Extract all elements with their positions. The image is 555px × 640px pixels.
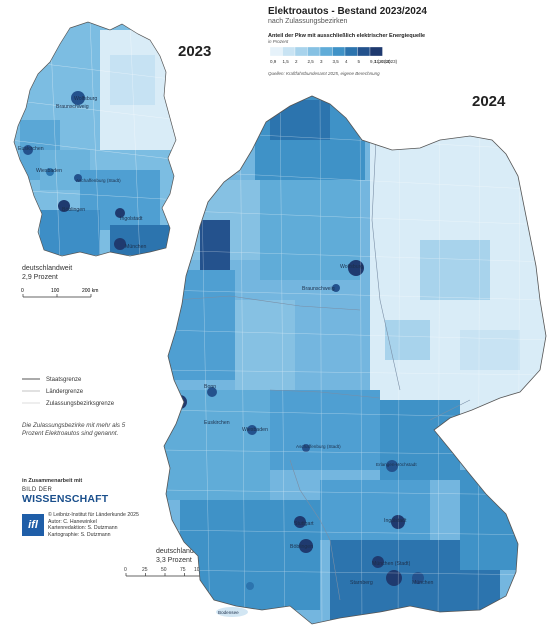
city-2024-wolfsburg: Wolfsburg (340, 264, 363, 270)
city-2024-starnberg: Starnberg (350, 580, 373, 586)
legend-tick: 9,1 (2024) (370, 59, 391, 64)
scalebar-2024-tick: 50 (161, 567, 167, 573)
scalebar-2023-tick: 0 (21, 288, 24, 294)
city-2023-wolfsburg: Wolfsburg (74, 96, 97, 102)
color-legend: 0,9 1,5 2 2,5 3 3,5 4 5 9,1 (2024)11,4 (2023) (269, 47, 398, 64)
credit-line: Kartenredaktion: S. Dutzmann (48, 525, 118, 532)
legend-tick: 2 (295, 59, 298, 64)
legend-laendergrenze: Ländergrenze (46, 389, 84, 395)
city-2024-euskirchen: Euskirchen (204, 420, 230, 426)
city-2023-aschaffenburg: Aschaffenburg (Stadt) (76, 178, 121, 183)
legend-unit: in Prozent (268, 39, 289, 44)
bdw-logo-top: BILD DER (22, 487, 53, 493)
legend-tick: 3 (320, 59, 323, 64)
city-2024-erlangen: Erlangen-Höchstadt (376, 462, 417, 467)
city-2023-euskirchen: Euskirchen (18, 146, 44, 152)
credits: © Leibniz-Institut für Länderkunde 2025 … (48, 512, 139, 538)
legend-zulassungsbezirksgrenze: Zulassungsbezirksgrenze (46, 401, 115, 407)
note-text: Die Zulassungsbezirke mit mehr als 5 Pro… (22, 422, 126, 437)
city-2023-boeblingen: Böblingen (62, 207, 85, 213)
legend-tick: 4 (345, 59, 348, 64)
city-2024-braunschweig: Braunschweig (302, 286, 335, 292)
credit-line: Kartographie: S. Dutzmann (48, 531, 111, 538)
lake-bodensee (216, 607, 248, 617)
city-2024-muenchen: München (412, 580, 433, 586)
credit-line: Autor: C. Hanewinkel (48, 518, 97, 525)
city-2023-braunschweig: Braunschweig (56, 104, 89, 110)
scalebar-2023: 0 100 200 km (21, 288, 98, 298)
map-title: Elektroautos - Bestand 2023/2024 (268, 6, 427, 17)
map-subtitle: nach Zulassungsbezirken (268, 18, 348, 25)
city-2024-boeblingen: Böblingen (290, 544, 313, 550)
city-2023-ingolstadt: Ingolstadt (120, 216, 143, 222)
legend-tick: 2,5 (308, 59, 315, 64)
legend-swatch (369, 47, 383, 57)
city-2024-wiesbaden: Wiesbaden (242, 427, 268, 433)
legend-title: Anteil der Pkw mit ausschließlich elektr… (268, 33, 426, 39)
scalebar-2024-tick: 0 (124, 567, 127, 573)
city-2024-muenchen-stadt: München (Stadt) (372, 561, 411, 567)
year-label-2023: 2023 (178, 43, 212, 60)
legend-tick: 3,5 (333, 59, 340, 64)
scalebar-2023-tick: 200 km (82, 288, 98, 294)
city-2024-bonn: Bonn (204, 384, 216, 390)
collab-heading: in Zusammenarbeit mit (22, 478, 83, 484)
city-2024-stuttgart: Stuttgart (294, 521, 314, 527)
national-2024-value: 3,3 Prozent (156, 557, 192, 564)
scalebar-2023-tick: 100 (51, 288, 60, 294)
city-2024-ingolstadt: Ingolstadt (384, 518, 407, 524)
national-2024-label: deutschlandweit (156, 548, 207, 555)
city-2023-wiesbaden: Wiesbaden (36, 168, 62, 174)
legend-tick: 0,9 (270, 59, 277, 64)
scalebar-2024-tick: 25 (142, 567, 148, 573)
city-2023-muenchen: München (125, 244, 146, 250)
legend-tick: 5 (358, 59, 361, 64)
source-note: Quellen: Kraftfahrtbundesamt 2025, eigen… (268, 71, 380, 76)
lake-label: Bodensee (218, 610, 239, 615)
bdw-logo-main: WISSENSCHAFT (22, 493, 109, 505)
national-2023-value: 2,9 Prozent (22, 274, 58, 281)
legend-tick: 1,5 (283, 59, 290, 64)
national-2023-label: deutschlandweit (22, 265, 73, 272)
legend-staatsgrenze: Staatsgrenze (46, 377, 82, 383)
legend-tick: 11,4 (2023) (375, 59, 398, 64)
border-legend: Staatsgrenze Ländergrenze Zulassungsbezi… (22, 377, 115, 407)
scalebar-2024-tick: 75 (180, 567, 186, 573)
year-label-2024: 2024 (472, 93, 506, 110)
ifl-logo: ifl (22, 514, 44, 536)
city-2024-aschaffenburg: Aschaffenburg (Stadt) (296, 444, 341, 449)
credit-line: © Leibniz-Institut für Länderkunde 2025 (48, 512, 139, 518)
